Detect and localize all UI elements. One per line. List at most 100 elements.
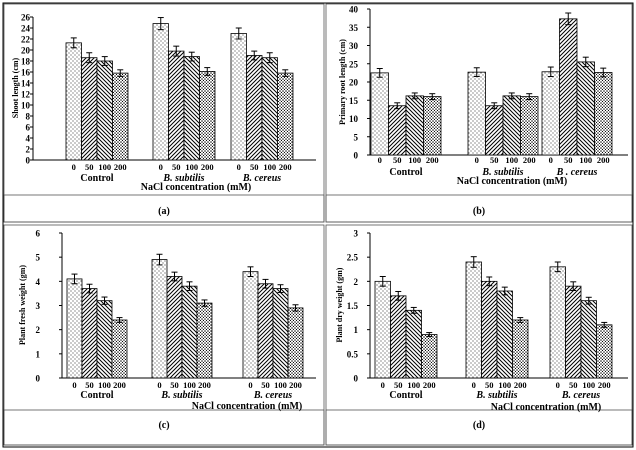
bar (181, 285, 198, 379)
group-label: Control (80, 390, 113, 401)
y-tick-label: 1 (354, 325, 359, 335)
plot-area: 0 0.5 1 1.5 2 2.5 3 Plant dry weight (gm) 0 50 100… (335, 229, 628, 413)
group-label: B. cereus (242, 173, 281, 184)
group-label: B. cereus (253, 390, 292, 401)
concentration-tick-label: 50 (250, 162, 259, 172)
y-tick-label: 0 (36, 374, 41, 384)
bar (257, 283, 274, 379)
concentration-tick-label: 50 (490, 155, 499, 165)
group-label: B. subtilis (481, 167, 523, 178)
concentration-tick-label: 100 (582, 380, 595, 390)
bar (277, 72, 294, 161)
bar (390, 295, 407, 379)
concentration-tick-label: 0 (475, 155, 479, 165)
panel-b: (b) 0 5 10 15 20 25 30 35 40 Primary root length … (325, 3, 633, 223)
concentration-tick-label: 200 (114, 162, 127, 172)
bar (183, 56, 200, 161)
x-axis-title: NaCl concentration (mM) (192, 401, 303, 412)
bar (65, 42, 82, 161)
concentration-tick-label: 100 (505, 155, 518, 165)
panel-label-box (3, 409, 325, 446)
panel-label: (d) (473, 420, 485, 431)
y-tick-label: 2 (36, 325, 41, 335)
bar (166, 276, 183, 379)
y-tick-label: 4 (36, 277, 41, 287)
y-tick-label: 4 (26, 134, 31, 144)
y-tick-label: 10 (21, 101, 31, 111)
y-tick-label: 5 (36, 253, 41, 263)
panel-label-box (325, 194, 633, 223)
y-tick-label: 26 (21, 13, 31, 23)
concentration-tick-label: 0 (248, 380, 252, 390)
bar (467, 71, 486, 156)
bar (594, 72, 613, 156)
bar (152, 23, 169, 161)
y-axis-title: Plant dry weight (gm) (335, 267, 344, 342)
concentration-tick-label: 50 (85, 162, 94, 172)
y-tick-label: 20 (349, 78, 359, 88)
bar (242, 271, 259, 379)
concentration-tick-label: 0 (157, 380, 161, 390)
y-tick-label: 16 (21, 68, 31, 78)
x-axis-title: NaCl concentration (mM) (457, 176, 568, 187)
concentration-tick-label: 50 (172, 162, 181, 172)
group-label: B. subtilis (162, 173, 204, 184)
concentration-tick-label: 200 (113, 380, 126, 390)
y-tick-label: 1.5 (347, 301, 359, 311)
plot-area: 0 5 10 15 20 25 30 35 40 Primary root length (cm)… (338, 5, 628, 187)
concentration-tick-label: 0 (237, 162, 241, 172)
concentration-tick-label: 200 (598, 380, 611, 390)
bar (596, 324, 613, 379)
y-tick-label: 24 (21, 24, 31, 34)
panel-label: (b) (473, 206, 485, 217)
concentration-tick-label: 100 (98, 162, 111, 172)
y-axis-title: Primary root length (cm) (338, 39, 347, 125)
bar (512, 319, 529, 379)
concentration-tick-label: 50 (569, 380, 578, 390)
bar (559, 18, 578, 156)
concentration-tick-label: 200 (201, 162, 214, 172)
y-tick-label: 8 (26, 112, 31, 122)
bar (421, 334, 438, 379)
concentration-tick-label: 0 (549, 155, 553, 165)
y-tick-label: 0 (354, 151, 359, 161)
concentration-tick-label: 0 (556, 380, 560, 390)
bar (576, 61, 595, 156)
y-tick-label: 2 (26, 145, 31, 155)
y-tick-label: 30 (349, 41, 359, 51)
concentration-tick-label: 0 (472, 380, 476, 390)
concentration-tick-label: 100 (263, 162, 276, 172)
concentration-tick-label: 100 (274, 380, 287, 390)
bar (465, 261, 482, 379)
group-label: B. subtilis (160, 390, 202, 401)
y-tick-label: 3 (36, 301, 41, 311)
bar (151, 259, 168, 379)
concentration-tick-label: 100 (183, 380, 196, 390)
panel-label: (a) (158, 206, 170, 217)
y-tick-label: 0.5 (347, 349, 359, 359)
bar (374, 280, 391, 379)
concentration-tick-label: 100 (498, 380, 511, 390)
bar (541, 71, 560, 156)
y-axis-title: Shoot length (cm) (11, 57, 20, 118)
bar (96, 60, 113, 161)
concentration-tick-label: 0 (378, 155, 382, 165)
bar (196, 302, 213, 379)
group-label: B. cereus (561, 390, 600, 401)
concentration-tick-label: 100 (185, 162, 198, 172)
panel-label: (c) (158, 420, 169, 431)
bar (370, 72, 389, 156)
concentration-tick-label: 200 (423, 380, 436, 390)
concentration-tick-label: 0 (381, 380, 385, 390)
bar (168, 50, 185, 161)
concentration-tick-label: 50 (485, 380, 494, 390)
y-tick-label: 20 (21, 46, 31, 56)
y-tick-label: 0 (26, 156, 31, 166)
bar (496, 290, 513, 379)
y-tick-label: 12 (21, 90, 31, 100)
